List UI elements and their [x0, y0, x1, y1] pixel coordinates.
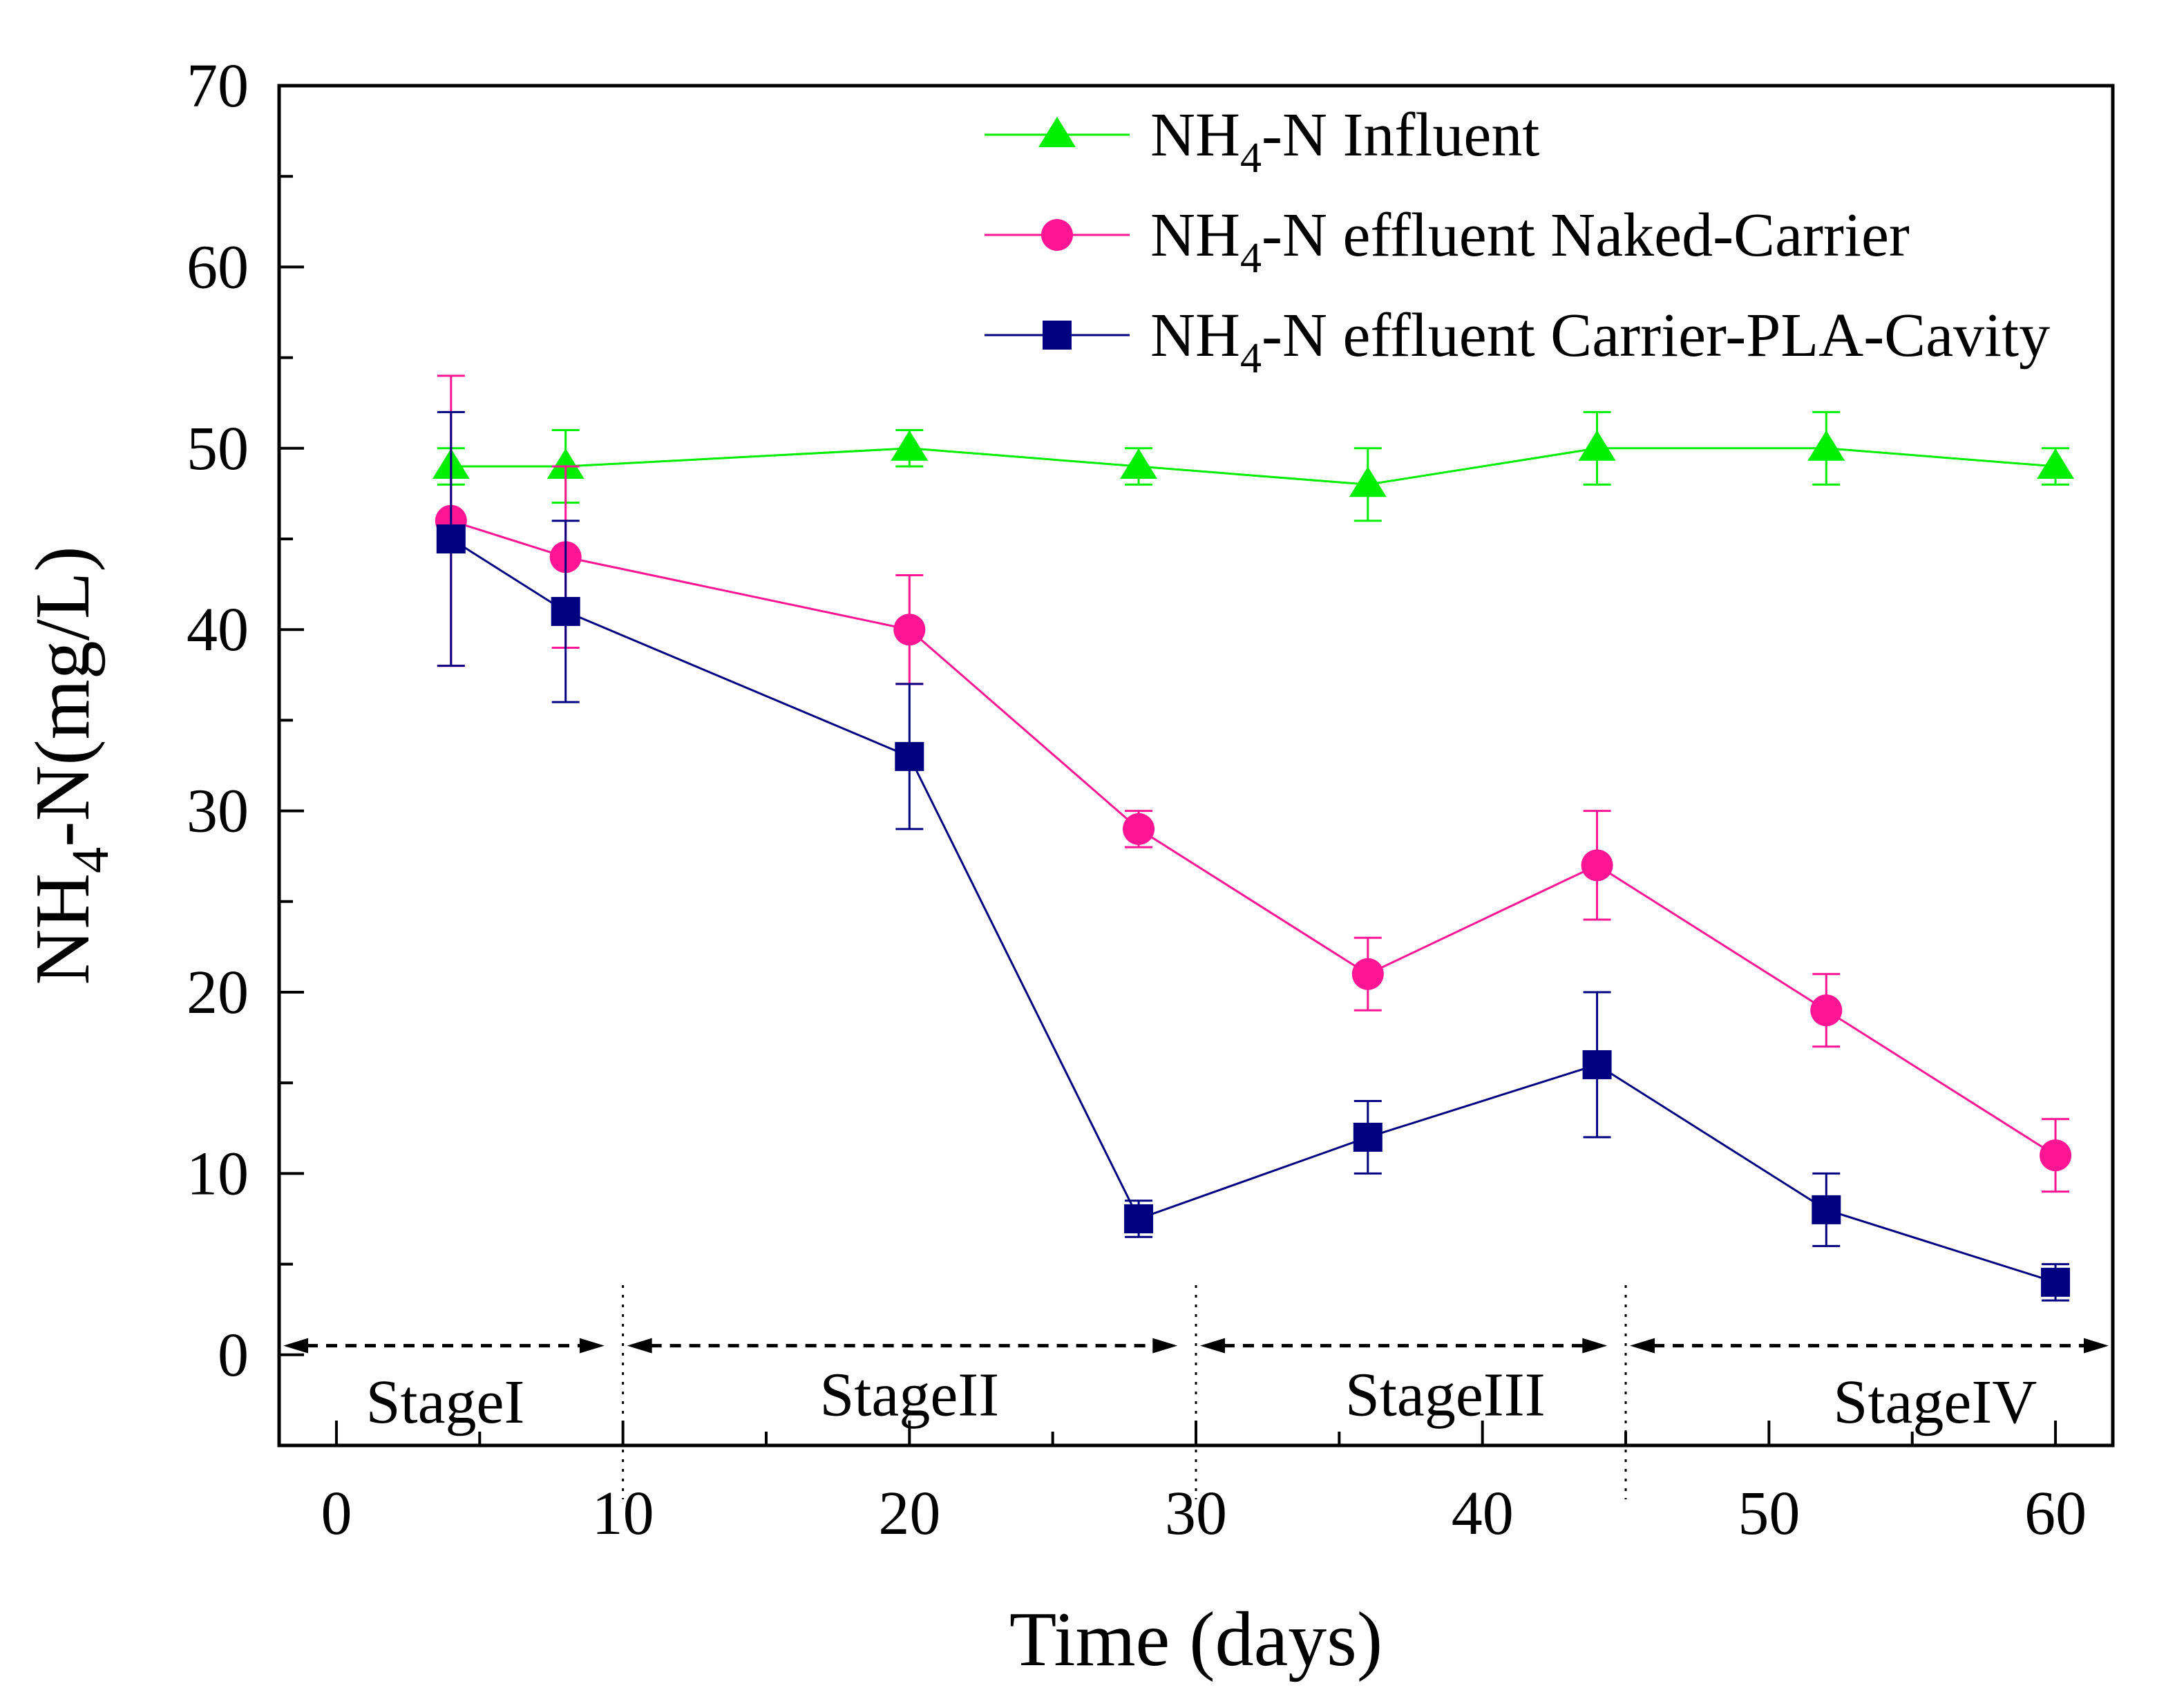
- axes: 0 10 20 30 40 50 60 0 10 20 30 40 50 60 70: [187, 52, 2087, 1548]
- legend-label: NH4-N effluent Naked-Carrier: [1150, 201, 1910, 282]
- series-pla: [436, 410, 2071, 1302]
- stage-label: StageIV: [1833, 1368, 2037, 1436]
- data-point-influent: [891, 430, 929, 461]
- x-tick-label: 30: [1165, 1479, 1227, 1548]
- series-line-influent: [450, 447, 2056, 486]
- y-axis-label: NH4-N(mg/L): [20, 546, 120, 985]
- x-tick-label: 10: [592, 1479, 654, 1548]
- legend-marker: [1041, 219, 1073, 251]
- data-point-pla: [1812, 1195, 1841, 1224]
- data-point-influent: [1807, 430, 1845, 461]
- stage-label: StageI: [366, 1368, 525, 1436]
- data-point-influent: [1349, 466, 1387, 497]
- y-tick-label: 70: [187, 52, 249, 120]
- legend-item-naked: NH4-N effluent Naked-Carrier: [985, 201, 1910, 282]
- x-axis-label: Time (days): [1009, 1597, 1382, 1682]
- series-naked: [435, 374, 2072, 1193]
- y-tick-label: 30: [187, 777, 249, 846]
- data-point-pla: [1582, 1050, 1612, 1079]
- series-layer: [432, 374, 2075, 1302]
- data-point-pla: [2041, 1267, 2071, 1297]
- legend-marker: [1043, 321, 1072, 350]
- data-point-naked: [1810, 994, 1843, 1027]
- stage-boundaries: [622, 1285, 1627, 1499]
- y-tick-label: 0: [218, 1321, 249, 1389]
- data-point-pla: [551, 596, 580, 626]
- data-point-naked: [2040, 1139, 2072, 1172]
- data-point-influent: [1120, 448, 1158, 480]
- data-point-influent: [1578, 430, 1616, 461]
- legend-marker: [1038, 117, 1076, 147]
- y-axis-label-main: NH: [20, 873, 106, 985]
- data-point-naked: [1123, 813, 1155, 845]
- y-tick-label: 60: [187, 233, 249, 301]
- x-tick-label: 60: [2024, 1479, 2087, 1548]
- data-point-influent: [2037, 448, 2075, 480]
- legend-label: NH4-N Influent: [1150, 101, 1539, 182]
- stage-arrowhead-left: [1200, 1338, 1225, 1354]
- stage-arrows: StageI StageII StageIII StageIV: [283, 1338, 2109, 1436]
- stage-arrowhead-left: [627, 1338, 652, 1354]
- data-point-naked: [1351, 958, 1384, 990]
- stage-arrowhead-left: [1630, 1338, 1655, 1354]
- x-tick-label: 0: [321, 1479, 352, 1548]
- y-axis-label-subscript: 4: [61, 847, 120, 873]
- data-point-pla: [436, 524, 466, 553]
- x-tick-label: 40: [1452, 1479, 1514, 1548]
- y-tick-label: 40: [187, 596, 249, 664]
- stage-label: StageII: [819, 1361, 999, 1430]
- stage-label: StageIII: [1345, 1361, 1546, 1430]
- stage-arrowhead-left: [283, 1338, 308, 1354]
- y-tick-label: 10: [187, 1139, 249, 1208]
- legend-item-pla: NH4-N effluent Carrier-PLA-Cavity: [985, 301, 2050, 382]
- data-point-pla: [1124, 1204, 1154, 1233]
- x-tick-label: 50: [1738, 1479, 1800, 1548]
- data-point-pla: [895, 741, 924, 771]
- legend-item-influent: NH4-N Influent: [985, 101, 1539, 182]
- y-tick-label: 20: [187, 958, 249, 1027]
- series-influent: [432, 410, 2075, 522]
- plot-frame: [277, 84, 2115, 1448]
- stage-arrowhead-right: [1152, 1338, 1178, 1354]
- data-point-naked: [1581, 849, 1613, 882]
- y-axis-label-rest: -N(mg/L): [20, 546, 106, 846]
- stage-arrowhead-right: [2084, 1338, 2109, 1354]
- legend-label: NH4-N effluent Carrier-PLA-Cavity: [1150, 301, 2050, 382]
- stage-arrowhead-right: [579, 1338, 605, 1354]
- data-point-pla: [1353, 1122, 1382, 1152]
- data-point-influent: [547, 448, 585, 480]
- legend: NH4-N Influent NH4-N effluent Naked-Carri…: [985, 101, 2050, 382]
- series-line-naked: [450, 520, 2056, 1157]
- series-line-pla: [450, 538, 2056, 1284]
- y-tick-label: 50: [187, 415, 249, 483]
- data-point-naked: [893, 614, 926, 646]
- stage-arrowhead-right: [1582, 1338, 1608, 1354]
- x-tick-label: 20: [878, 1479, 940, 1548]
